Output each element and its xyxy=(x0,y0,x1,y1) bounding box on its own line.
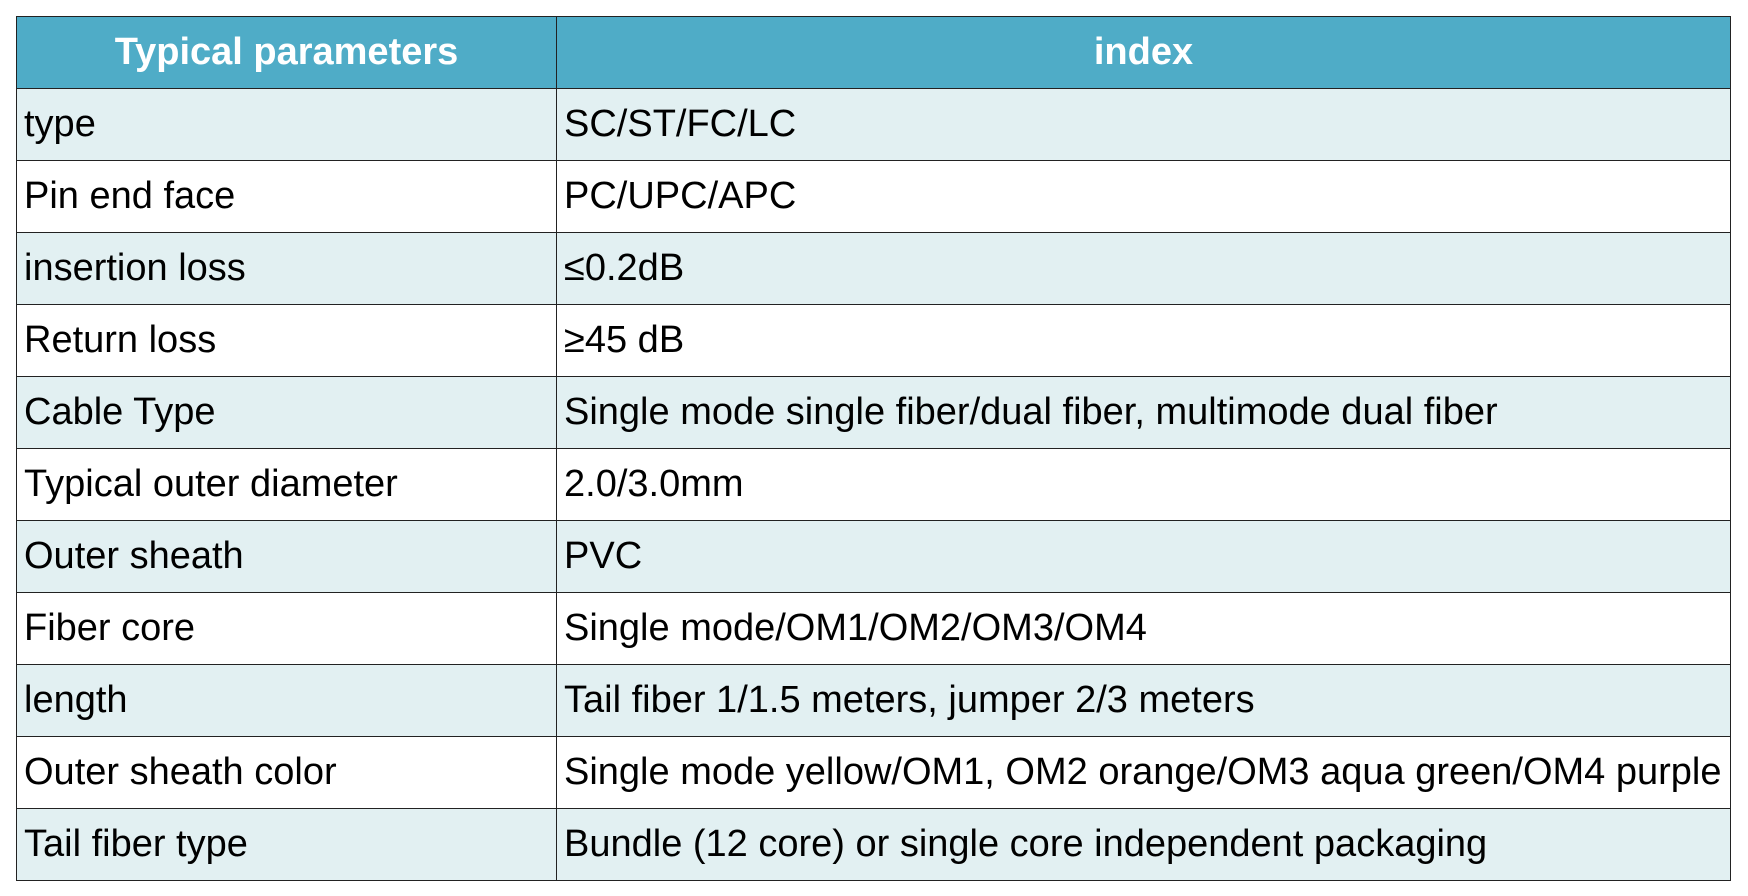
parameter-cell: Typical outer diameter xyxy=(16,448,557,521)
table-row: Tail fiber type Bundle (12 core) or singl… xyxy=(16,808,1731,881)
value-cell: Tail fiber 1/1.5 meters, jumper 2/3 mete… xyxy=(556,664,1731,737)
value-cell: SC/ST/FC/LC xyxy=(556,88,1731,161)
value-cell: ≤0.2dB xyxy=(556,232,1731,305)
table-row: Fiber core Single mode/OM1/OM2/OM3/OM4 xyxy=(16,592,1731,665)
table-row: Cable Type Single mode single fiber/dual … xyxy=(16,376,1731,449)
table-row: Return loss ≥45 dB xyxy=(16,304,1731,377)
parameter-cell: Fiber core xyxy=(16,592,557,665)
value-cell: Single mode single fiber/dual fiber, mul… xyxy=(556,376,1731,449)
value-cell: Bundle (12 core) or single core independ… xyxy=(556,808,1731,881)
header-cell: index xyxy=(556,16,1731,89)
parameter-cell: insertion loss xyxy=(16,232,557,305)
table-row: Outer sheath color Single mode yellow/OM1… xyxy=(16,736,1731,809)
value-cell: PC/UPC/APC xyxy=(556,160,1731,233)
parameter-cell: length xyxy=(16,664,557,737)
value-cell: Single mode/OM1/OM2/OM3/OM4 xyxy=(556,592,1731,665)
parameter-cell: Return loss xyxy=(16,304,557,377)
value-cell: Single mode yellow/OM1, OM2 orange/OM3 a… xyxy=(556,736,1731,809)
header-row: Typical parameters index xyxy=(16,16,1731,89)
value-cell: 2.0/3.0mm xyxy=(556,448,1731,521)
table-row: insertion loss ≤0.2dB xyxy=(16,232,1731,305)
table-row: Pin end face PC/UPC/APC xyxy=(16,160,1731,233)
value-cell: ≥45 dB xyxy=(556,304,1731,377)
table-row: length Tail fiber 1/1.5 meters, jumper 2/… xyxy=(16,664,1731,737)
table-row: Outer sheath PVC xyxy=(16,520,1731,593)
parameter-cell: Pin end face xyxy=(16,160,557,233)
parameter-cell: Tail fiber type xyxy=(16,808,557,881)
parameter-cell: Outer sheath xyxy=(16,520,557,593)
parameter-cell: type xyxy=(16,88,557,161)
spec-table: Typical parameters index type SC/ST/FC/LC… xyxy=(16,16,1731,881)
table-row: type SC/ST/FC/LC xyxy=(16,88,1731,161)
table-row: Typical outer diameter 2.0/3.0mm xyxy=(16,448,1731,521)
value-cell: PVC xyxy=(556,520,1731,593)
parameter-cell: Cable Type xyxy=(16,376,557,449)
header-cell: Typical parameters xyxy=(16,16,557,89)
parameter-cell: Outer sheath color xyxy=(16,736,557,809)
